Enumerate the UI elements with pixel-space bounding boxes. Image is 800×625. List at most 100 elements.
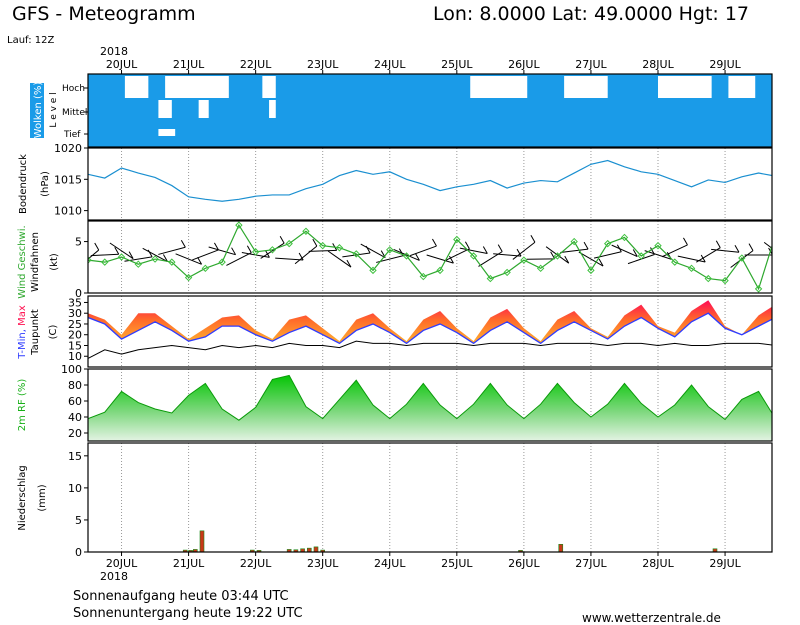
wind-barb-tick (279, 235, 285, 244)
x-tick-label: 27JUL (575, 58, 607, 71)
y-tick-label: 30 (68, 307, 82, 320)
precipitation-panel (182, 530, 718, 552)
wind-barb-tick (414, 253, 420, 261)
x-tick-label: 21JUL (173, 58, 205, 71)
wind-barb (409, 245, 437, 257)
panel-frames (87, 73, 773, 553)
precip-bar (558, 544, 564, 552)
precip-unit: (mm) (37, 484, 48, 511)
x-tick-label: 24JUL (374, 58, 406, 71)
wind-speed-point (235, 221, 243, 229)
wind-barb-tick (550, 251, 556, 260)
wind-speed-point (117, 253, 126, 261)
wind-speed-point (453, 235, 461, 244)
y-tick-label: 25 (68, 318, 82, 331)
wind-speed-point (151, 255, 159, 263)
wind-speed-point (184, 273, 193, 282)
wind-speed-point (168, 258, 176, 266)
wind-barb-tick (298, 252, 304, 261)
cloud-ylabel2: L e v e l (49, 92, 59, 127)
x-tick-label: 22JUL (240, 557, 272, 570)
x-tick-label: 20JUL (106, 557, 138, 570)
wind-speed-point (218, 258, 226, 266)
wind-speed-point (520, 256, 528, 264)
x-tick-label: 25JUL (441, 557, 473, 570)
wind-barb-tick (162, 254, 168, 262)
wind-speed-point (721, 276, 729, 285)
dewpoint-line (88, 340, 772, 359)
x-tick-label: 29JUL (709, 58, 741, 71)
wind-speed-point (503, 268, 511, 277)
wind-barb-tick (632, 249, 638, 257)
wind-speed-point (335, 244, 344, 252)
panel-frame (87, 442, 773, 553)
wind-speed-point (402, 252, 411, 260)
wind-barb (578, 251, 604, 267)
y-tick-label: 5 (75, 514, 82, 527)
wind-barb-tick (231, 247, 237, 255)
wind-barb-tick (449, 255, 454, 264)
cloud-clear-patch (262, 76, 276, 98)
temperature-unit: (C) (48, 325, 59, 340)
wind-barb (512, 241, 536, 260)
wind-speed-point (134, 260, 143, 268)
temperature-ylabel-group: T-Min, Max (17, 305, 28, 360)
precip-bar (192, 549, 198, 552)
precip-bar (182, 549, 188, 552)
wind-barb-tick (734, 245, 740, 253)
wind-barb (360, 243, 386, 259)
sunrise-text: Sonnenaufgang heute 03:44 UTC (73, 589, 289, 604)
y-tick-label: 60 (68, 395, 82, 408)
humidity-line (88, 374, 772, 421)
x-axis-ticks: 20JUL 20JUL 21JUL 21JUL 22JUL 22JUL 23JUL 23JUL… (106, 58, 742, 570)
wind-barb-tick (147, 249, 153, 258)
y-axis-ticks: 1010101510200510152025303520406080100051… (54, 87, 88, 559)
wind-speed-point (419, 272, 428, 281)
y-tick-label: 0 (75, 546, 82, 559)
level-hoch: Hoch (62, 84, 85, 94)
x-tick-label: 29JUL (709, 557, 741, 570)
temperature-panel (88, 300, 772, 359)
panel-frame (87, 73, 773, 148)
wind-barb (545, 246, 570, 264)
precip-bar (286, 549, 292, 552)
x-tick-label: 24JUL (374, 557, 406, 570)
wind-barb-tick (715, 240, 721, 248)
site-link[interactable]: www.wetterzentrale.de (582, 611, 721, 625)
wind-speed-point (553, 252, 562, 260)
cloud-ylabel-group: Wolken (%) L e v e l (30, 82, 59, 139)
pressure-line (88, 159, 772, 202)
panel-frame (87, 147, 773, 221)
humidity-area (88, 375, 772, 441)
wind-barb-tick (246, 245, 252, 253)
cloud-clear-patch (728, 76, 756, 98)
cloud-clear-patch (470, 76, 528, 98)
run-label: Lauf: 12Z (7, 35, 54, 46)
cloud-ylabel: Wolken (%) (33, 82, 44, 139)
wind-speed-point (486, 274, 495, 283)
pressure-panel (88, 159, 772, 202)
wind-barb (661, 244, 688, 258)
wind-speed-point (285, 239, 293, 248)
cloud-clear-patch (658, 76, 712, 98)
wind-barb (611, 244, 638, 257)
wind-barb-tick (598, 258, 604, 267)
wind-barb-tick (128, 251, 134, 259)
wind-barb-tick (530, 234, 536, 243)
precip-bar (313, 546, 319, 552)
cloud-clear-patch (165, 76, 229, 98)
panel-frame (87, 295, 773, 368)
x-tick-label: 22JUL (240, 58, 272, 71)
wind-barb (677, 255, 706, 263)
wind-barb-tick (583, 241, 589, 250)
y-tick-label: 1015 (54, 173, 82, 186)
wind-barb-tick (516, 248, 522, 257)
wind-speed-point (754, 285, 763, 293)
temperature-range-band (88, 300, 772, 344)
wind-speed-line (88, 223, 772, 291)
wind-speed-point (88, 256, 92, 264)
wind-speed-point (251, 248, 260, 256)
panel-frame (87, 220, 773, 294)
x-tick-label: 28JUL (642, 557, 674, 570)
